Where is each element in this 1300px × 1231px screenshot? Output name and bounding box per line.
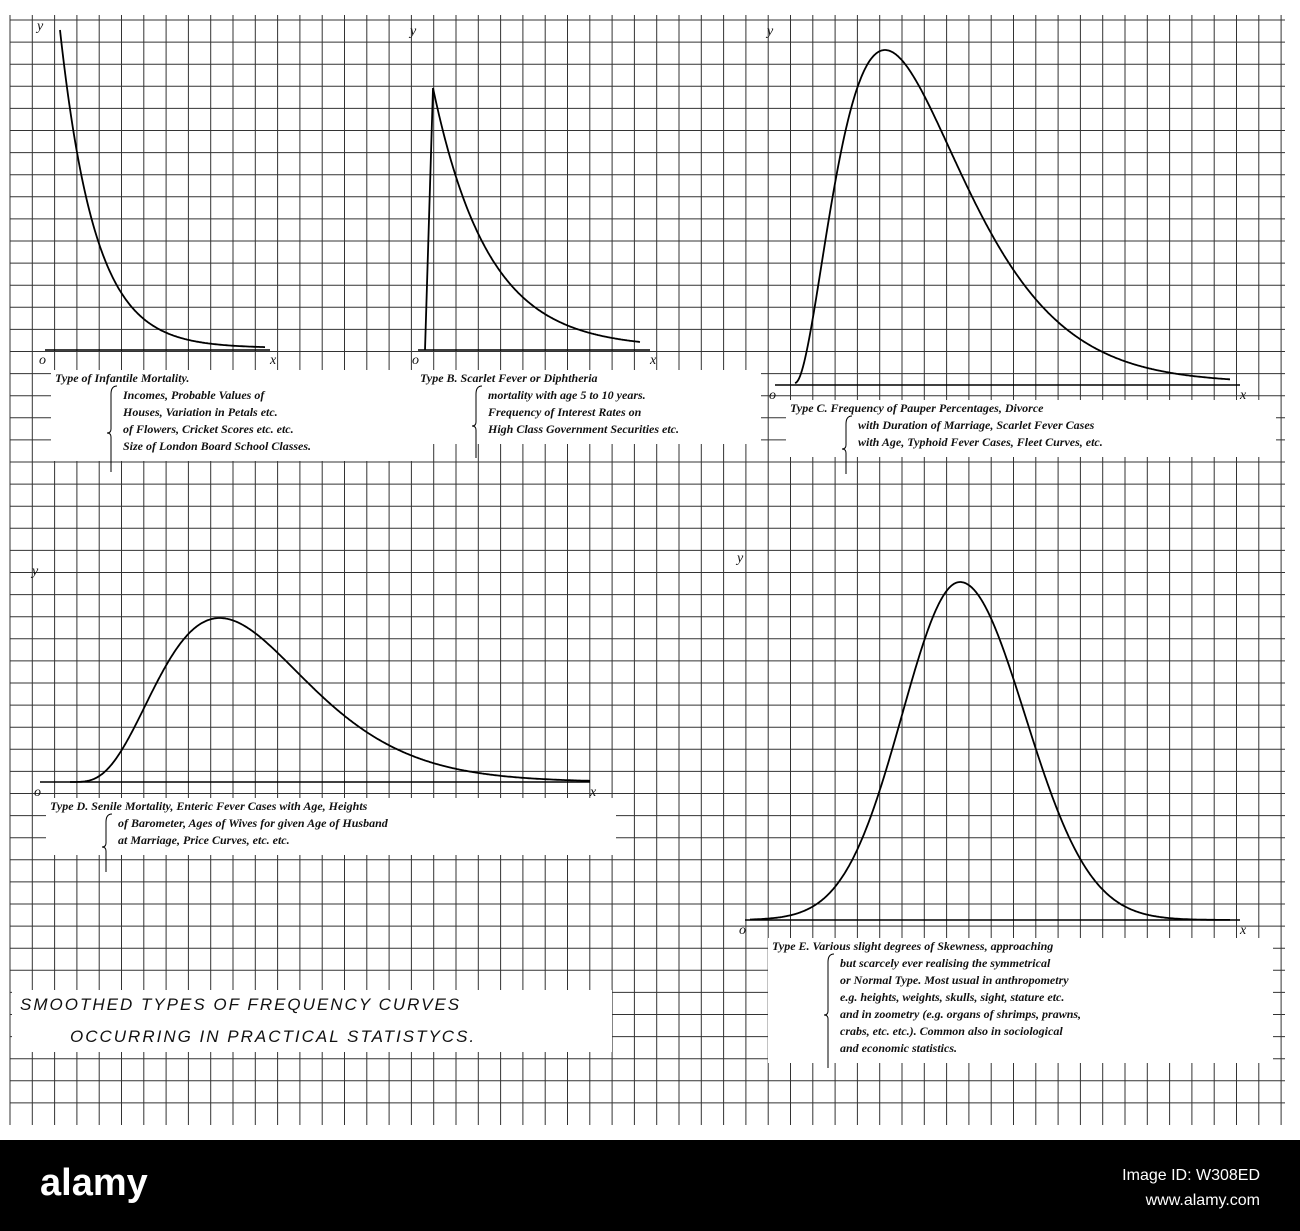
caption-line: mortality with age 5 to 10 years.: [488, 388, 646, 402]
caption-line: Incomes, Probable Values of: [122, 388, 265, 402]
caption-box: [46, 798, 616, 855]
axis-label-y: y: [765, 24, 774, 39]
caption-line: at Marriage, Price Curves, etc. etc.: [118, 833, 290, 847]
caption-brace: [823, 953, 835, 1068]
axis-label-x: x: [269, 353, 277, 368]
axis-label-y: y: [735, 551, 744, 566]
frequency-curve: [794, 49, 1230, 384]
caption-brace: [106, 385, 118, 472]
frequency-curve: [59, 29, 265, 348]
caption-line: with Duration of Marriage, Scarlet Fever…: [858, 418, 1095, 432]
axis-label-origin: o: [412, 353, 419, 368]
caption-line: Houses, Variation in Petals etc.: [122, 405, 278, 419]
caption-line: and in zoometry (e.g. organs of shrimps,…: [840, 1007, 1081, 1021]
axis-label-x: x: [1239, 923, 1247, 938]
axis-label-origin: o: [739, 923, 746, 938]
caption-line: crabs, etc. etc.). Common also in sociol…: [840, 1024, 1063, 1038]
caption-brace: [471, 385, 483, 458]
banner-image-id: Image ID: W308ED: [1122, 1167, 1260, 1184]
axis-label-x: x: [1239, 388, 1247, 403]
caption-line: Type of Infantile Mortality.: [55, 371, 189, 385]
caption-line: with Age, Typhoid Fever Cases, Fleet Cur…: [858, 435, 1103, 449]
caption-line: Type D. Senile Mortality, Enteric Fever …: [50, 799, 368, 813]
banner-logo: alamy: [40, 1162, 148, 1204]
caption-brace: [841, 415, 853, 474]
frequency-curve: [70, 617, 590, 783]
caption-line: e.g. heights, weights, skulls, sight, st…: [840, 990, 1064, 1004]
caption-brace: [101, 813, 113, 872]
caption-box: [416, 370, 761, 444]
caption-line: Frequency of Interest Rates on: [487, 405, 642, 419]
banner-url: www.alamy.com: [1145, 1192, 1260, 1209]
axis-label-y: y: [30, 564, 39, 579]
frequency-curve: [424, 87, 641, 351]
axis-label-y: y: [408, 24, 417, 39]
title-line: OCCURRING IN PRACTICAL STATISTYCS.: [70, 1027, 476, 1046]
caption-line: High Class Government Securities etc.: [487, 422, 679, 436]
caption-line: Type C. Frequency of Pauper Percentages,…: [790, 401, 1044, 415]
caption-line: Type B. Scarlet Fever or Diphtheria: [420, 371, 598, 385]
axis-label-x: x: [649, 353, 657, 368]
caption-line: of Flowers, Cricket Scores etc. etc.: [123, 422, 294, 436]
caption-line: and economic statistics.: [840, 1041, 957, 1055]
curves: y o x Type of Infantile Mortality. Incomes, …: [12, 19, 1276, 1068]
frequency-curve: [750, 581, 1230, 921]
caption-box: [786, 400, 1276, 457]
caption-line: Size of London Board School Classes.: [123, 439, 311, 453]
axis-label-x: x: [589, 785, 597, 800]
caption-line: Type E. Various slight degrees of Skewne…: [772, 939, 1053, 953]
caption-line: but scarcely ever realising the symmetri…: [840, 956, 1051, 970]
title-line: SMOOTHED TYPES OF FREQUENCY CURVES: [20, 995, 461, 1014]
caption-box: [51, 370, 421, 461]
caption-line: of Barometer, Ages of Wives for given Ag…: [118, 816, 389, 830]
caption-box: [768, 938, 1273, 1063]
title-box: [12, 990, 612, 1052]
axis-label-origin: o: [39, 353, 46, 368]
banner: [0, 1140, 1300, 1231]
axis-label-origin: o: [769, 388, 776, 403]
caption-line: or Normal Type. Most usual in anthropome…: [840, 973, 1069, 987]
axis-label-y: y: [35, 19, 44, 34]
axis-label-origin: o: [34, 785, 41, 800]
